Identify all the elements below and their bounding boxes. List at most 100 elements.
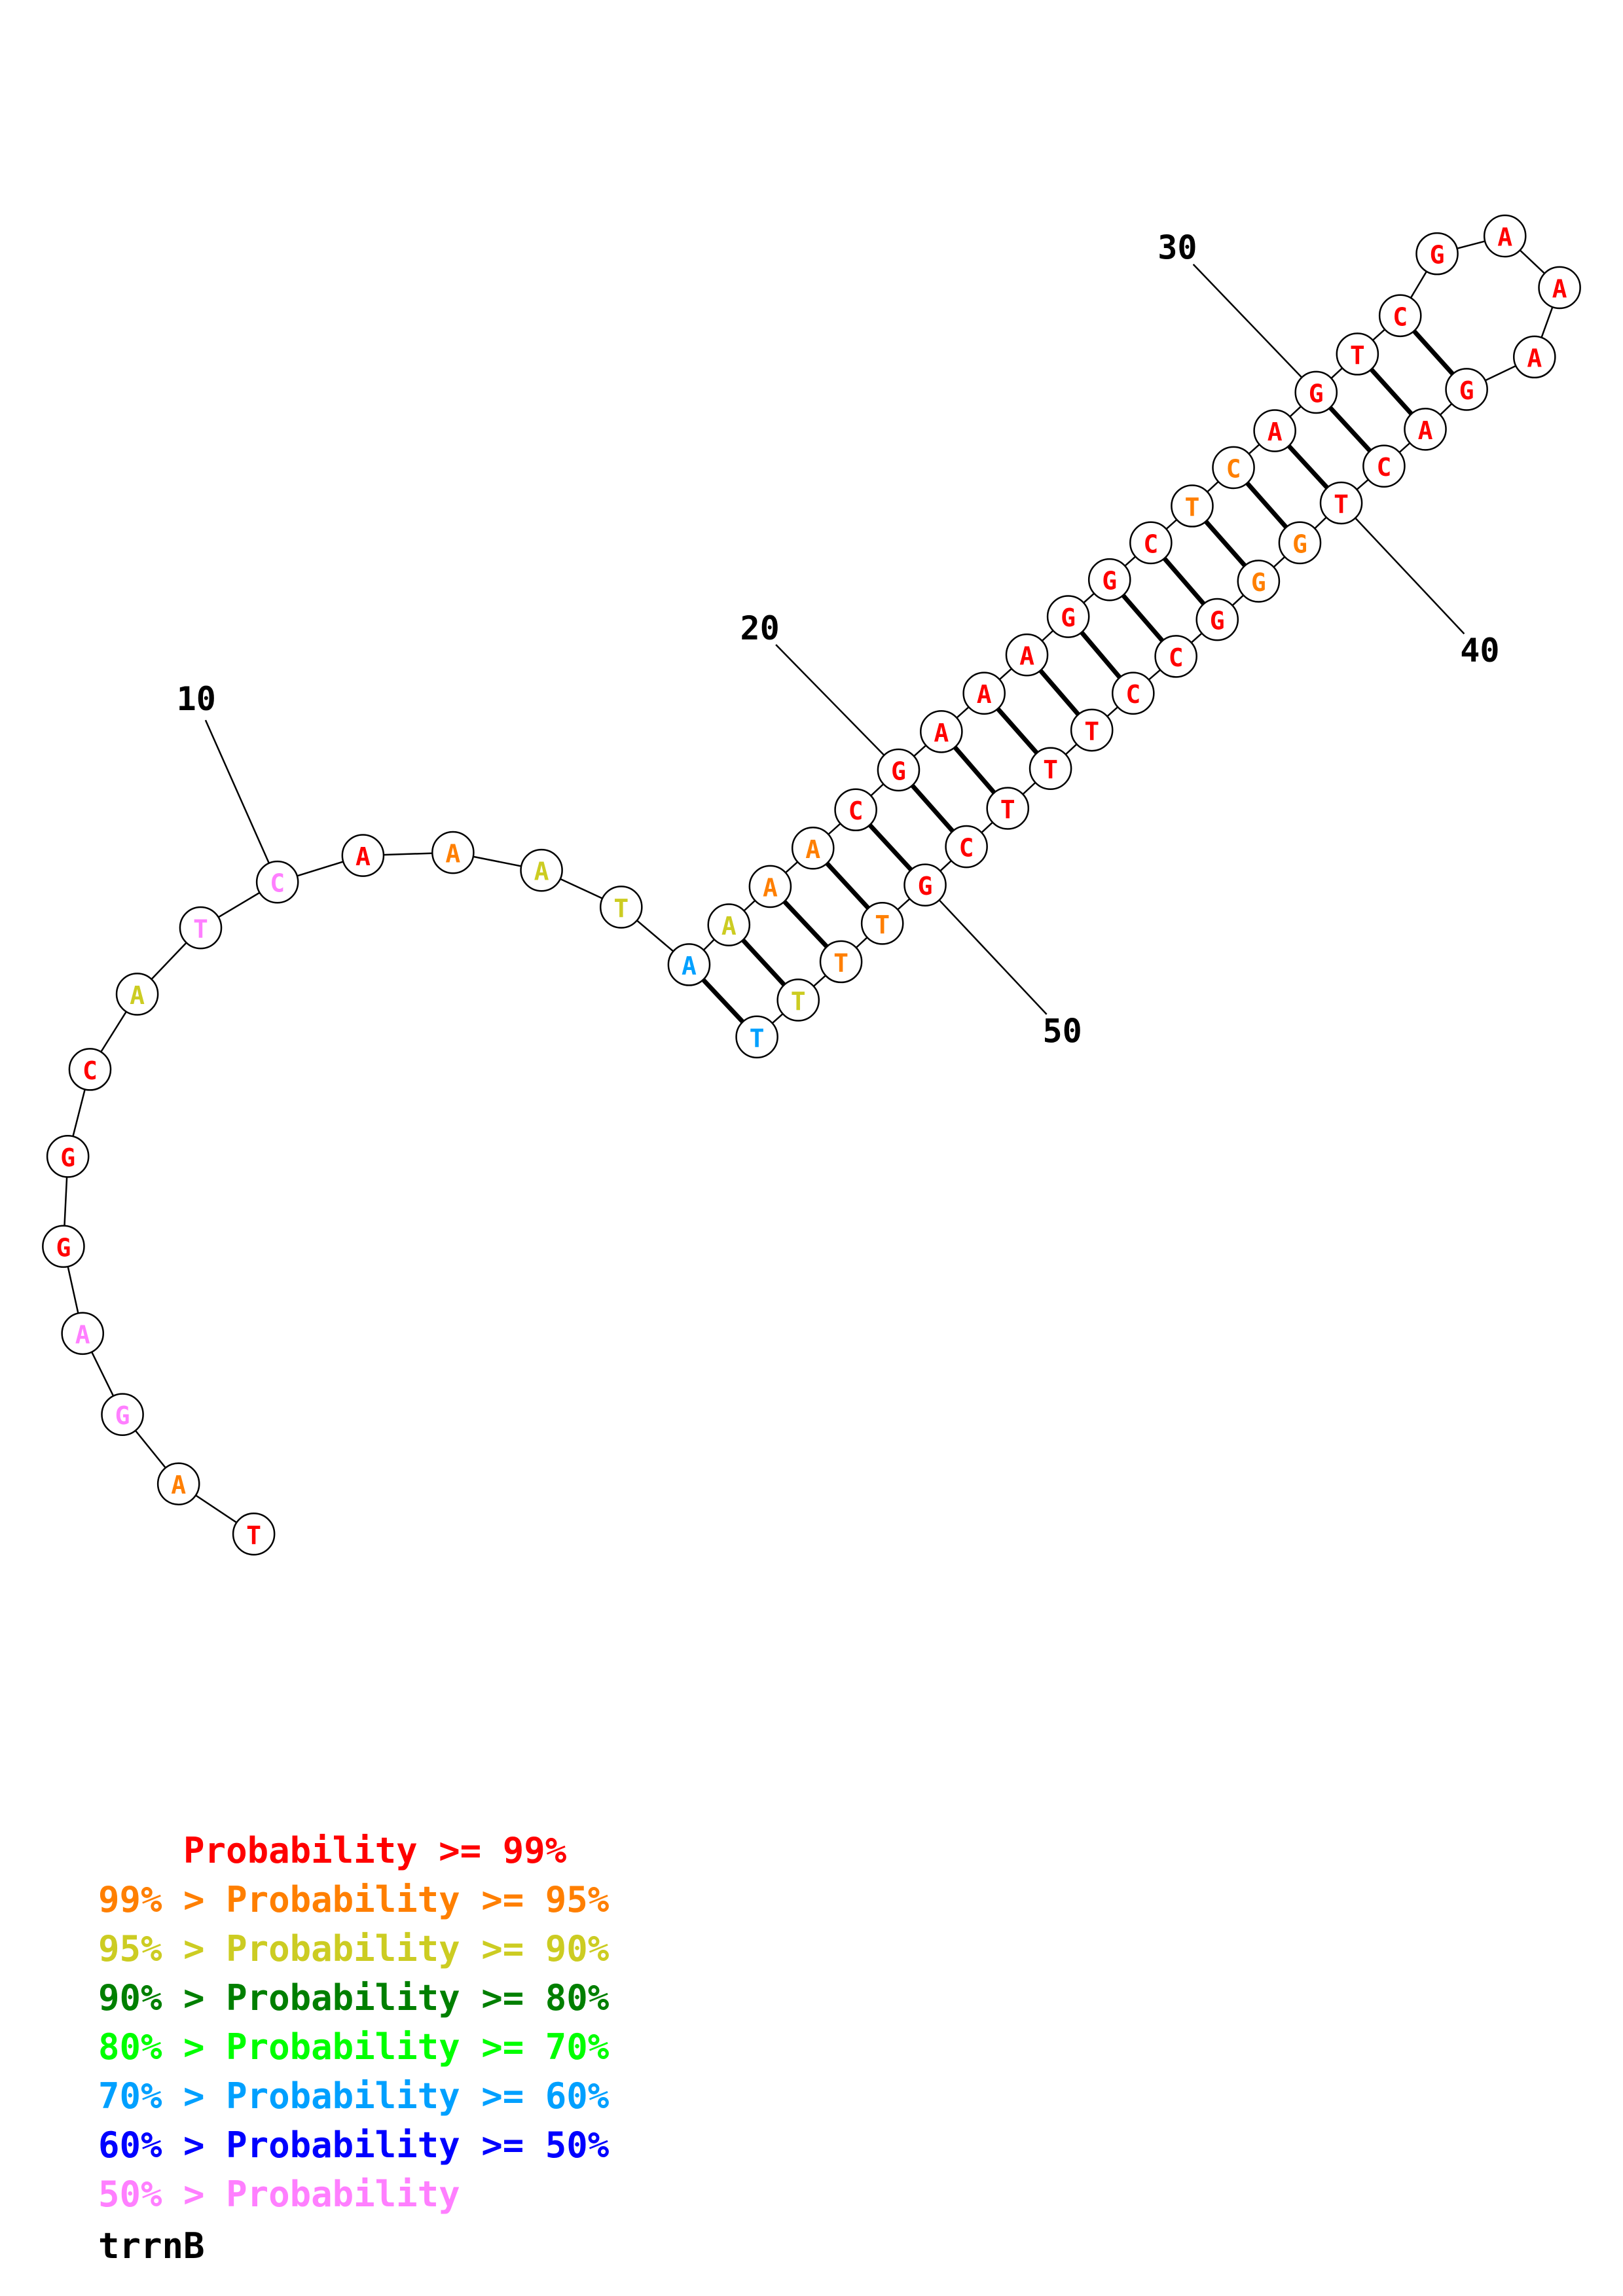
nucleotide-base: A — [445, 840, 460, 869]
nucleotide-base: A — [934, 719, 949, 747]
nucleotide-base: T — [193, 915, 208, 944]
nucleotide-19: C — [834, 788, 877, 832]
nucleotide-46: T — [1070, 708, 1114, 752]
nucleotide-base: T — [1043, 755, 1058, 784]
position-tick-40 — [1355, 517, 1465, 635]
nucleotide-base: A — [171, 1471, 186, 1499]
nucleotide-base: C — [1143, 529, 1158, 558]
nucleotide-base: A — [682, 952, 697, 980]
nucleotide-39: C — [1362, 444, 1406, 488]
position-label-20: 20 — [740, 609, 780, 647]
nucleotide-base: A — [805, 835, 820, 864]
legend-row-5: 80% > Probability >= 70% — [98, 2026, 610, 2068]
nucleotide-base: A — [721, 912, 737, 941]
nucleotide-base: A — [130, 981, 145, 1010]
nucleotide-28: C — [1212, 446, 1255, 490]
nucleotide-54: T — [735, 1015, 778, 1059]
nucleotide-base: A — [1019, 642, 1034, 671]
nucleotide-circle — [776, 978, 820, 1022]
nucleotide-circle — [1029, 747, 1072, 790]
nucleotide-base: T — [875, 910, 890, 939]
legend-row-1: Probability >= 99% — [98, 1830, 567, 1871]
legend-row-4: 90% > Probability >= 80% — [98, 1977, 610, 2018]
nucleotide-base: G — [1459, 376, 1474, 405]
nucleotide-15: A — [667, 943, 711, 986]
nucleotide-34: A — [1483, 214, 1527, 258]
nucleotide-base: T — [1084, 717, 1099, 746]
probability-legend: Probability >= 99% 99% > Probability >= 9… — [98, 1826, 609, 2219]
nucleotide-36: A — [1512, 335, 1556, 379]
position-label-30: 30 — [1158, 229, 1197, 267]
nucleotide-base: G — [1309, 379, 1324, 408]
nucleotide-base: G — [918, 872, 933, 901]
nucleotide-base: C — [959, 834, 974, 863]
nucleotide-circle — [791, 827, 835, 870]
nucleotide-17: A — [748, 865, 792, 908]
nucleotide-circle — [1404, 408, 1447, 451]
nucleotide-22: A — [962, 672, 1006, 715]
nucleotide-24: G — [1046, 595, 1090, 638]
nucleotide-27: T — [1171, 484, 1214, 528]
nucleotide-20: G — [877, 748, 921, 792]
nucleotide-13: A — [520, 848, 563, 892]
nucleotide-25: G — [1087, 558, 1131, 601]
nucleotide-33: G — [1415, 232, 1459, 276]
nucleotide-base: T — [791, 987, 806, 1016]
nucleotide-base: T — [750, 1024, 765, 1052]
nucleotide-37: G — [1445, 368, 1488, 411]
nucleotide-circle — [819, 940, 863, 984]
nucleotide-circle — [1237, 560, 1281, 603]
nucleotide-base: C — [82, 1056, 98, 1085]
nucleotide-6: G — [46, 1135, 90, 1178]
nucleotide-circle — [1087, 558, 1131, 601]
nucleotide-base: G — [891, 757, 906, 785]
nucleotide-base: A — [1552, 274, 1567, 303]
nucleotide-circle — [431, 831, 475, 874]
nucleotide-base: C — [1226, 454, 1241, 483]
nucleotide-circle — [1171, 484, 1214, 528]
nucleotide-base: G — [1292, 529, 1307, 558]
nucleotide-base: G — [56, 1233, 71, 1262]
nucleotide-circle — [860, 901, 904, 945]
nucleotide-circle — [42, 1225, 85, 1268]
nucleotide-21: A — [920, 710, 963, 753]
nucleotide-base: A — [977, 680, 992, 709]
nucleotide-base: A — [763, 873, 778, 902]
nucleotide-38: A — [1404, 408, 1447, 451]
nucleotide-base: T — [1350, 341, 1365, 370]
nucleotide-30: G — [1294, 370, 1338, 414]
nucleotide-9: T — [179, 906, 223, 950]
nucleotide-circle — [68, 1048, 112, 1091]
nucleotide-circle — [101, 1393, 144, 1437]
nucleotide-16: A — [707, 903, 751, 946]
nucleotide-circle — [1278, 521, 1322, 565]
position-tick-20 — [775, 644, 885, 756]
nucleotide-circle — [1319, 481, 1363, 525]
nucleotide-2: A — [156, 1462, 200, 1505]
nucleotide-circle — [1129, 521, 1173, 565]
nucleotide-circle — [179, 906, 223, 950]
nucleotide-circle — [46, 1135, 90, 1178]
nucleotide-circle — [1154, 635, 1197, 678]
nucleotide-base: A — [1418, 416, 1433, 445]
nucleotide-53: T — [776, 978, 820, 1022]
nucleotide-base: G — [1102, 567, 1117, 596]
nucleotide-circle — [920, 710, 963, 753]
nucleotide-circle — [1415, 232, 1459, 276]
nucleotide-base: T — [246, 1521, 261, 1550]
nucleotide-circle — [1070, 708, 1114, 752]
nucleotide-circle — [903, 863, 947, 906]
nucleotide-circle — [115, 973, 159, 1016]
nucleotide-base: T — [1184, 493, 1199, 522]
nucleotide-10: C — [255, 860, 299, 904]
nucleotide-base: C — [270, 869, 285, 898]
nucleotide-52: T — [819, 940, 863, 984]
position-label-10: 10 — [177, 680, 216, 718]
nucleotide-43: G — [1195, 598, 1239, 641]
nucleotide-49: C — [945, 825, 988, 869]
nucleotide-32: C — [1378, 294, 1422, 338]
nucleotide-circle — [1253, 409, 1296, 452]
nucleotide-circle — [1483, 214, 1527, 258]
